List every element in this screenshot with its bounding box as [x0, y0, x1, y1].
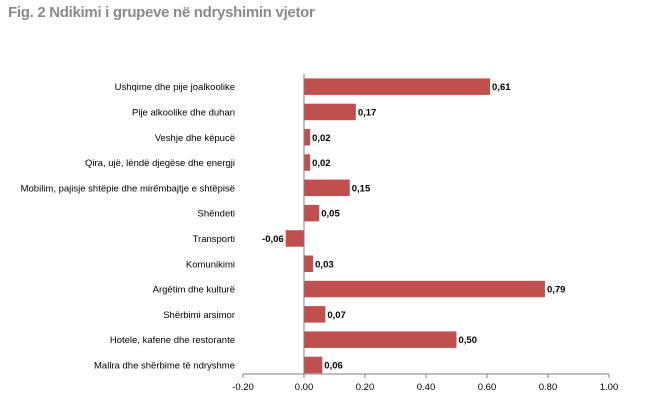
- category-label: Shërbimi arsimor: [163, 310, 235, 321]
- bar: [304, 331, 457, 348]
- category-label: Argëtim dhe kulturë: [153, 285, 235, 296]
- value-label: 0,02: [312, 133, 331, 144]
- value-label: 0,06: [324, 360, 343, 371]
- bar: [304, 179, 350, 197]
- category-label: Ushqime dhe pije joalkoolike: [115, 82, 235, 93]
- x-tick-label: 0.60: [478, 382, 497, 393]
- value-label: 0,02: [312, 158, 331, 169]
- x-tick-label: 1.00: [600, 382, 619, 393]
- value-label: 0,50: [459, 335, 478, 346]
- value-label: 0,07: [327, 310, 346, 321]
- bars-group: [285, 78, 545, 374]
- bar: [304, 280, 545, 298]
- bar: [304, 78, 491, 95]
- value-label: 0,03: [315, 259, 334, 270]
- bar: [304, 154, 311, 171]
- bar: [285, 230, 304, 247]
- chart-title: Fig. 2 Ndikimi i grupeve në ndryshimin v…: [8, 4, 315, 21]
- category-label: Qira, ujë, lëndë djegëse dhe energji: [85, 158, 235, 169]
- bar: [304, 306, 326, 323]
- value-label: 0,61: [492, 82, 511, 93]
- bar: [304, 103, 356, 121]
- value-label: 0,15: [352, 183, 371, 194]
- category-labels: Ushqime dhe pije joalkoolike Pije alkooli…: [21, 82, 235, 371]
- bar: [304, 255, 314, 272]
- x-tick-label: 0.20: [356, 382, 375, 393]
- category-label: Shëndeti: [197, 209, 235, 220]
- category-label: Veshje dhe këpucë: [155, 133, 235, 144]
- x-tick-label: 0.00: [295, 382, 314, 393]
- category-label: Pije alkoolike dhe duhan: [132, 107, 235, 118]
- value-label: -0,06: [262, 234, 284, 245]
- category-label: Komunikimi: [186, 259, 235, 270]
- category-label: Hotele, kafene dhe restorante: [110, 335, 235, 346]
- category-label: Mallra dhe shërbime të ndryshme: [94, 360, 235, 371]
- value-label: 0,17: [358, 107, 377, 118]
- value-label: 0,05: [321, 209, 340, 220]
- bar: [304, 129, 311, 146]
- x-axis-ticks: -0.20 0.00 0.20 0.40 0.60 0.80 1.00: [232, 374, 618, 393]
- bar: [304, 356, 323, 374]
- category-label: Transporti: [193, 234, 235, 245]
- x-tick-label: -0.20: [232, 382, 254, 393]
- value-label: 0,79: [547, 285, 566, 296]
- category-label: Mobilim, pajisje shtëpie dhe mirëmbajtje…: [21, 183, 235, 194]
- value-labels: 0,61 0,17 0,02 0,02 0,15 0,05 -0,06 0,03 0,79 0,0…: [262, 82, 565, 371]
- bar: [304, 204, 320, 222]
- x-tick-label: 0.80: [539, 382, 558, 393]
- x-tick-label: 0.40: [417, 382, 436, 393]
